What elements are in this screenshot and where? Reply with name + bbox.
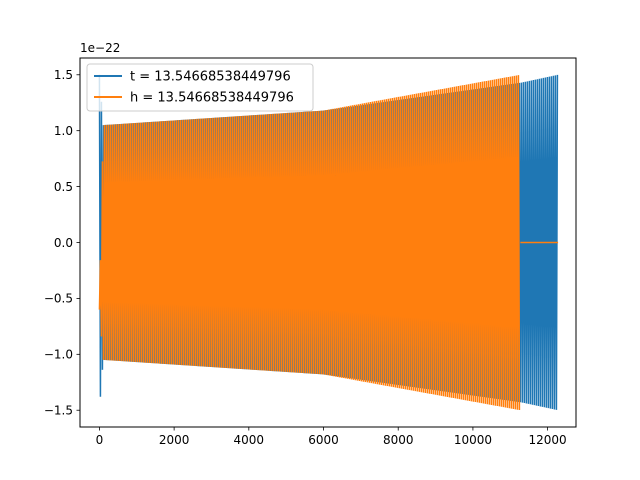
y-tick-label: −1.0 bbox=[44, 348, 73, 362]
y-tick-label: 1.0 bbox=[54, 124, 73, 138]
y-tick-label: −0.5 bbox=[44, 292, 73, 306]
y-tick-label: 0.0 bbox=[54, 236, 73, 250]
y-tick-label: 0.5 bbox=[54, 180, 73, 194]
x-axis: 0 2000 4000 6000 8000 10000 12000 bbox=[96, 427, 567, 447]
x-tick-label: 6000 bbox=[308, 433, 339, 447]
legend-label-t: t = 13.54668538449796 bbox=[130, 70, 291, 85]
series-line bbox=[98, 75, 521, 411]
x-tick-label: 2000 bbox=[159, 433, 190, 447]
y-tick-label: −1.5 bbox=[44, 404, 73, 418]
x-tick-label: 8000 bbox=[383, 433, 414, 447]
y-axis: −1.5 −1.0 −0.5 0.0 0.5 1.0 1.5 bbox=[44, 68, 80, 418]
legend: t = 13.54668538449796 h = 13.54668538449… bbox=[86, 63, 314, 112]
series-layer bbox=[98, 74, 559, 411]
legend-label-h: h = 13.54668538449796 bbox=[130, 91, 294, 106]
series-h bbox=[98, 75, 559, 411]
x-tick-label: 4000 bbox=[234, 433, 265, 447]
x-tick-label: 0 bbox=[96, 433, 104, 447]
x-tick-label: 12000 bbox=[529, 433, 567, 447]
x-tick-label: 10000 bbox=[454, 433, 492, 447]
y-offset-label: 1e−22 bbox=[80, 41, 120, 55]
legend-box bbox=[86, 63, 314, 112]
y-tick-label: 1.5 bbox=[54, 68, 73, 82]
